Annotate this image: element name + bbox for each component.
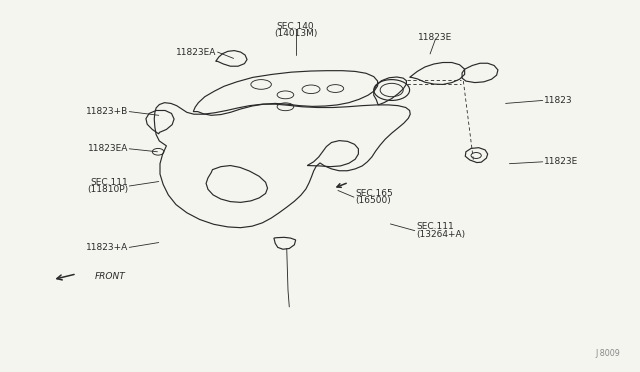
Text: 11823+A: 11823+A <box>86 243 128 252</box>
Text: 11823E: 11823E <box>544 157 579 166</box>
Text: SEC.165: SEC.165 <box>355 189 393 198</box>
Text: (14013M): (14013M) <box>274 29 317 38</box>
Text: 11823: 11823 <box>544 96 573 105</box>
Text: (16500): (16500) <box>355 196 391 205</box>
Text: 11823E: 11823E <box>418 33 452 42</box>
Text: FRONT: FRONT <box>95 272 125 280</box>
Text: SEC.111: SEC.111 <box>416 222 454 231</box>
Text: SEC.111: SEC.111 <box>90 178 128 187</box>
Text: SEC.140: SEC.140 <box>277 22 314 31</box>
Text: (13264+A): (13264+A) <box>416 230 465 239</box>
Text: (11810P): (11810P) <box>87 185 128 194</box>
Text: 11823+B: 11823+B <box>86 107 128 116</box>
Text: 11823EA: 11823EA <box>88 144 128 153</box>
Text: 11823EA: 11823EA <box>176 48 216 57</box>
Text: J 8009: J 8009 <box>596 349 621 358</box>
